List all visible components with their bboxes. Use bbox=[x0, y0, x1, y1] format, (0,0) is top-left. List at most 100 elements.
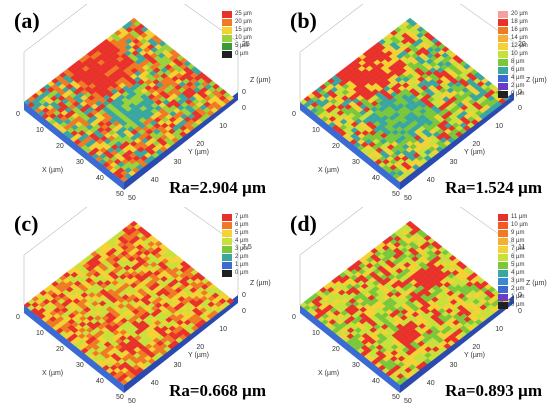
legend-label: 1 µm bbox=[511, 293, 525, 300]
surface-plot-d: 0 10 20 30 40 50 0 10 20 30 40 50 11 0 X (µm) Y (µm) Z (… bbox=[292, 207, 547, 405]
legend-label: 0 µm bbox=[511, 301, 525, 308]
y-tick-label: 10 bbox=[495, 123, 503, 130]
surface-plot-c: 0 10 20 30 40 50 0 10 20 30 40 50 7.5 0 X (µm) Y (µm) Z … bbox=[16, 207, 271, 405]
y-tick-label: 50 bbox=[128, 398, 136, 405]
z-tick-label: 25 bbox=[242, 41, 250, 48]
legend-entry: 6 µm bbox=[222, 221, 268, 229]
x-tick-label: 0 bbox=[292, 314, 296, 321]
y-tick-label: 20 bbox=[472, 344, 480, 351]
roughness-label: Ra=2.904 µm bbox=[169, 178, 266, 197]
surface-base-left bbox=[300, 102, 400, 190]
legend-label: 12 µm bbox=[511, 42, 528, 49]
legend-entry: 2 µm bbox=[498, 285, 544, 293]
legend-swatch bbox=[498, 90, 508, 98]
legend-swatch bbox=[498, 269, 508, 277]
legend-swatch bbox=[222, 18, 232, 26]
legend-swatch bbox=[222, 229, 232, 237]
axis-frame bbox=[299, 207, 515, 305]
x-tick-label: 10 bbox=[312, 127, 320, 134]
roughness-label: Ra=1.524 µm bbox=[445, 178, 542, 197]
legend-label: 14 µm bbox=[511, 34, 528, 41]
legend-swatch bbox=[498, 58, 508, 66]
legend-swatch bbox=[498, 42, 508, 50]
surface-panel-c: 0 10 20 30 40 50 0 10 20 30 40 50 7.5 0 X (µm) Y (µm) Z … bbox=[6, 207, 276, 407]
legend-label: 2 µm bbox=[235, 253, 249, 260]
legend-entry: 2 µm bbox=[498, 82, 544, 90]
legend-entry: 2 µm bbox=[222, 253, 268, 261]
panel-label: (c) bbox=[14, 211, 39, 236]
legend-entry: 1 µm bbox=[498, 293, 544, 301]
z-tick-label: 0 bbox=[518, 292, 522, 299]
legend-label: 9 µm bbox=[511, 229, 525, 236]
y-tick-label: 10 bbox=[219, 123, 227, 130]
legend-swatch bbox=[222, 237, 232, 245]
y-tick-label: 50 bbox=[404, 195, 412, 202]
surface-plot-b: 0 10 20 30 40 50 0 10 20 30 40 50 20 0 X (µm) Y (µm) Z (… bbox=[292, 4, 547, 202]
legend-entry: 15 µm bbox=[222, 26, 268, 34]
legend-label: 15 µm bbox=[235, 26, 252, 33]
legend-swatch bbox=[222, 50, 232, 58]
x-tick-label: 50 bbox=[392, 191, 400, 198]
y-tick-label: 10 bbox=[495, 326, 503, 333]
legend-entry: 6 µm bbox=[498, 66, 544, 74]
legend-label: 2 µm bbox=[511, 82, 525, 89]
legend-entry: 4 µm bbox=[498, 269, 544, 277]
legend-label: 4 µm bbox=[511, 74, 525, 81]
z-tick-label: 7.5 bbox=[242, 244, 252, 251]
legend-swatch bbox=[222, 42, 232, 50]
y-axis-title: Y (µm) bbox=[464, 352, 485, 359]
x-tick-label: 40 bbox=[96, 175, 104, 182]
z-tick-label: 0 bbox=[242, 292, 246, 299]
legend-swatch bbox=[498, 18, 508, 26]
roughness-label: Ra=0.893 µm bbox=[445, 381, 542, 400]
legend-label: 3 µm bbox=[511, 277, 525, 284]
y-tick-label: 40 bbox=[151, 177, 159, 184]
legend-entry: 5 µm bbox=[222, 229, 268, 237]
legend-entry: 8 µm bbox=[498, 237, 544, 245]
x-tick-label: 10 bbox=[312, 330, 320, 337]
z-tick-label: 0 bbox=[242, 89, 246, 96]
legend-swatch bbox=[498, 10, 508, 18]
legend-entry: 25 µm bbox=[222, 10, 268, 18]
legend-entry: 10 µm bbox=[498, 50, 544, 58]
legend-swatch bbox=[498, 261, 508, 269]
legend-label: 0 µm bbox=[235, 269, 249, 276]
legend-swatch bbox=[222, 213, 232, 221]
legend-swatch bbox=[498, 50, 508, 58]
z-axis-title: Z (µm) bbox=[250, 280, 271, 287]
z-axis-title: Z (µm) bbox=[526, 77, 547, 84]
y-tick-label: 30 bbox=[450, 159, 458, 166]
surface-panel-a: 0 10 20 30 40 50 0 10 20 30 40 50 25 0 X (µm) Y (µm) Z (… bbox=[6, 4, 276, 204]
legend-entry: 0 µm bbox=[222, 50, 268, 58]
legend-entry: 3 µm bbox=[222, 245, 268, 253]
x-tick-label: 40 bbox=[372, 175, 380, 182]
color-legend: 25 µm 20 µm 15 µm 10 µm 5 µm 0 µm bbox=[222, 10, 268, 58]
legend-label: 5 µm bbox=[511, 261, 525, 268]
color-legend: 20 µm 18 µm 16 µm 14 µm 12 µm 10 µm 8 µm 6 µm 4 … bbox=[498, 10, 544, 98]
z-tick-label: 11 bbox=[518, 244, 525, 251]
legend-label: 20 µm bbox=[511, 10, 528, 17]
legend-swatch bbox=[498, 213, 508, 221]
y-tick-label: 0 bbox=[518, 105, 522, 112]
legend-swatch bbox=[498, 253, 508, 261]
legend-entry: 12 µm bbox=[498, 42, 544, 50]
z-axis-title: Z (µm) bbox=[250, 77, 271, 84]
surface-base-left bbox=[24, 305, 124, 393]
legend-label: 6 µm bbox=[511, 253, 525, 260]
legend-label: 5 µm bbox=[235, 229, 249, 236]
legend-swatch bbox=[498, 301, 508, 309]
legend-swatch bbox=[222, 10, 232, 18]
x-tick-label: 10 bbox=[36, 127, 44, 134]
legend-swatch bbox=[498, 293, 508, 301]
x-tick-label: 50 bbox=[392, 394, 400, 401]
y-tick-label: 50 bbox=[128, 195, 136, 202]
panel-label: (a) bbox=[14, 8, 40, 33]
x-tick-label: 30 bbox=[352, 159, 360, 166]
x-tick-label: 20 bbox=[332, 346, 340, 353]
legend-entry: 7 µm bbox=[498, 245, 544, 253]
y-tick-label: 20 bbox=[196, 344, 204, 351]
surface-panel-d: 0 10 20 30 40 50 0 10 20 30 40 50 11 0 X (µm) Y (µm) Z (… bbox=[282, 207, 552, 407]
z-axis-title: Z (µm) bbox=[526, 280, 547, 287]
roughness-label: Ra=0.668 µm bbox=[169, 381, 266, 400]
y-tick-label: 40 bbox=[427, 380, 435, 387]
